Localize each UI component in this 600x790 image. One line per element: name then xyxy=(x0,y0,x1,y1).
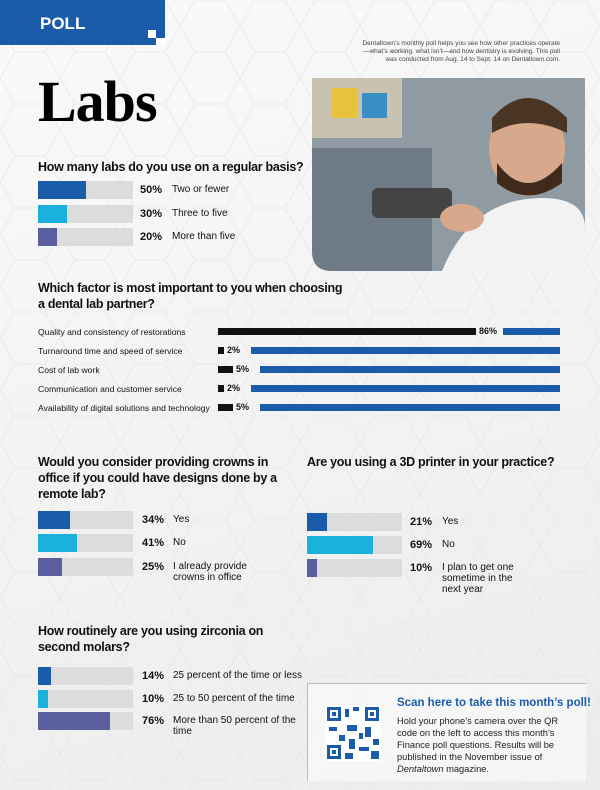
value-label: 86% xyxy=(479,326,498,336)
answer-label: No xyxy=(442,539,455,550)
answer-label: 25 to 50 percent of the time xyxy=(173,692,295,704)
value-label: 20% xyxy=(140,231,163,243)
question: Would you consider providing crowns in o… xyxy=(38,455,277,501)
value-label: 2% xyxy=(227,383,241,393)
bar xyxy=(38,204,67,223)
answer-label: Communication and customer service xyxy=(38,384,182,394)
cta-text: Hold your phone’s camera over the QR cod… xyxy=(397,715,577,775)
bar-track xyxy=(38,667,133,685)
bar xyxy=(38,228,57,246)
bar xyxy=(307,559,317,577)
tab-notch xyxy=(148,30,156,38)
answer-label: Yes xyxy=(442,516,459,527)
answer-label: Availability of digital solutions and te… xyxy=(38,403,210,413)
bar-track xyxy=(38,689,133,708)
value-label: 5% xyxy=(236,402,250,412)
value-label: 10% xyxy=(142,692,165,705)
tab-notch xyxy=(156,38,165,45)
qr-code[interactable] xyxy=(325,705,381,761)
intro: Dentaltown’s monthly poll helps you see … xyxy=(362,40,560,63)
answer-label: No xyxy=(173,537,186,549)
bar xyxy=(38,534,77,553)
answer-label: I plan to get one sometime in the next y… xyxy=(442,562,514,595)
value-label: 30% xyxy=(140,207,163,220)
bar xyxy=(38,181,86,199)
answer-label: Quality and consistency of restorations xyxy=(38,327,186,337)
bar xyxy=(218,385,224,392)
answer-label: Yes xyxy=(173,514,190,525)
bar xyxy=(218,404,233,411)
section-label: POLL xyxy=(40,14,86,33)
bar xyxy=(218,366,233,373)
bar xyxy=(218,328,476,335)
value-label: 14% xyxy=(142,670,165,682)
bar-track xyxy=(307,559,402,577)
question: Are you using a 3D printer in your pract… xyxy=(307,455,555,469)
cta-body: Hold your phone’s camera over the QR cod… xyxy=(397,716,559,762)
answer-label: Cost of lab work xyxy=(38,365,100,375)
value-label: 34% xyxy=(142,514,165,526)
value-label: 76% xyxy=(142,715,165,727)
bar xyxy=(38,511,71,529)
bar-track xyxy=(251,385,560,392)
bar xyxy=(38,689,48,708)
bar xyxy=(218,347,224,354)
value-label: 25% xyxy=(142,560,165,573)
page-title: Labs xyxy=(38,69,158,134)
cta-title: Scan here to take this month’s poll! xyxy=(397,697,591,709)
question: How many labs do you use on a regular ba… xyxy=(38,160,304,174)
answer-label: I already provide crowns in office xyxy=(173,560,247,583)
answer-label: 25 percent of the time or less xyxy=(173,670,302,681)
question: Which factor is most important to you wh… xyxy=(38,281,343,311)
value-label: 50% xyxy=(140,184,163,196)
bar-track xyxy=(38,557,133,576)
value-label: 41% xyxy=(142,537,165,550)
answer-label: Turnaround time and speed of service xyxy=(38,346,183,356)
section-tab xyxy=(0,0,165,45)
cta-ending: magazine. xyxy=(443,764,489,774)
value-label: 10% xyxy=(410,562,433,574)
cta-publication: Dentaltown xyxy=(397,764,444,774)
bar xyxy=(38,712,111,730)
bar xyxy=(307,536,373,554)
bar xyxy=(38,667,52,685)
answer-label: More than 50 percent of the time xyxy=(173,715,296,737)
bar xyxy=(38,557,62,576)
value-label: 69% xyxy=(410,539,433,551)
bar-track xyxy=(307,513,402,531)
value-label: 2% xyxy=(227,345,241,355)
answer-label: Two or fewer xyxy=(172,184,230,195)
bar-track xyxy=(503,328,560,335)
bar xyxy=(307,513,327,531)
value-label: 5% xyxy=(236,364,250,374)
photo xyxy=(312,78,585,271)
bar-track xyxy=(260,366,560,373)
answer-label: Three to five xyxy=(172,207,228,219)
bar-track xyxy=(251,347,560,354)
value-label: 21% xyxy=(410,516,433,528)
answer-label: More than five xyxy=(172,231,236,242)
question: How routinely are you using zirconia on … xyxy=(38,624,264,654)
bar-track xyxy=(260,404,560,411)
bar-track xyxy=(38,228,133,246)
